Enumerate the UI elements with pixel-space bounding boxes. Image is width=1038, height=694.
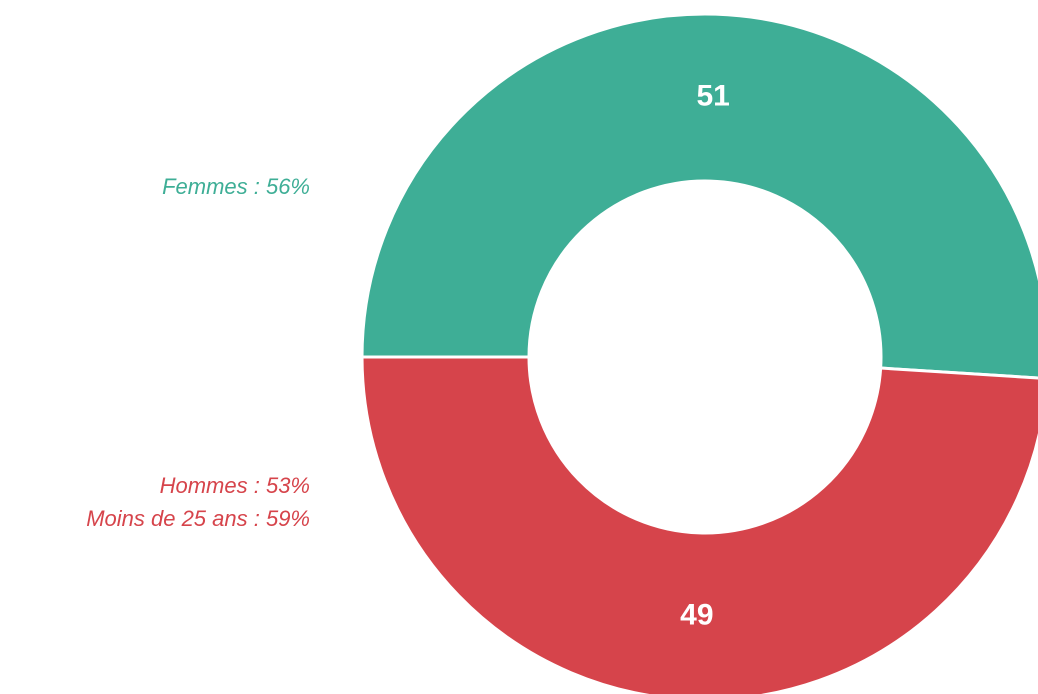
annotation: Moins de 25 ans : 59% — [86, 506, 310, 531]
annotation: Femmes : 56% — [162, 174, 310, 199]
value-label: 49 — [680, 598, 713, 631]
value-label: 51 — [696, 80, 729, 113]
donut-segment — [360, 12, 1038, 380]
annotation: Hommes : 53% — [160, 473, 310, 498]
donut-segment — [360, 355, 1038, 694]
